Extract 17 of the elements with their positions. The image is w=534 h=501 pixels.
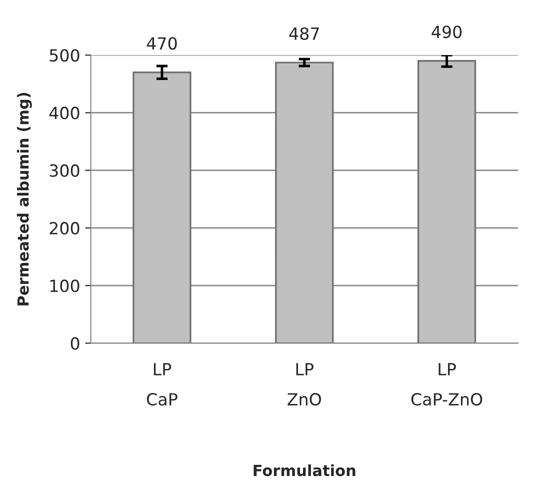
y-tick-label: 0 — [70, 337, 80, 350]
y-axis-title: Permeated albumin (mg) — [16, 92, 32, 306]
x-tick-label: LP CaP — [146, 363, 178, 406]
bar — [275, 62, 334, 344]
y-tick-label: 100 — [50, 280, 80, 292]
y-tick-label: 200 — [50, 222, 80, 235]
y-tick-label: 300 — [50, 164, 80, 177]
x-axis-title: Formulation — [254, 464, 356, 476]
bar — [417, 60, 476, 344]
y-tick-label: 400 — [49, 106, 80, 120]
y-tick-label: 500 — [50, 49, 80, 62]
bar — [132, 72, 192, 344]
x-tick-label: LP CaP-ZnO — [411, 363, 482, 406]
data-label: 487 — [289, 27, 319, 40]
data-label: 490 — [432, 26, 462, 38]
data-label: 470 — [146, 37, 177, 50]
x-tick-label: LP ZnO — [288, 363, 321, 406]
